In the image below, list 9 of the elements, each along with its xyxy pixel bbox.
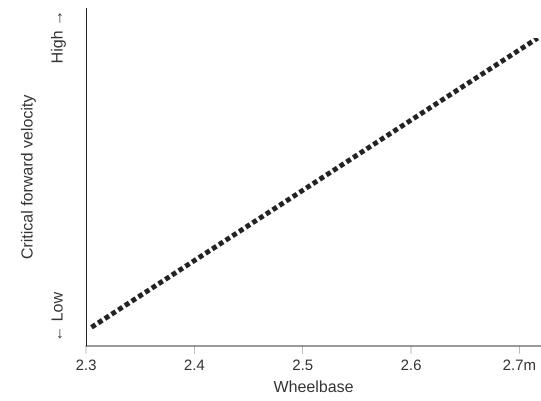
x-axis-title: Wheelbase — [273, 378, 354, 396]
y-axis-title: Critical forward velocity — [19, 94, 36, 260]
text: ← Low — [49, 292, 66, 342]
text: High → — [49, 10, 66, 64]
x-tick-label: 2.6 — [400, 356, 422, 374]
x-tick-label: 2.4 — [184, 356, 205, 374]
x-tick-label: 2.7m — [502, 356, 536, 374]
x-tick-label: 2.3 — [76, 356, 96, 374]
x-tick-label: 2.5 — [292, 356, 314, 374]
